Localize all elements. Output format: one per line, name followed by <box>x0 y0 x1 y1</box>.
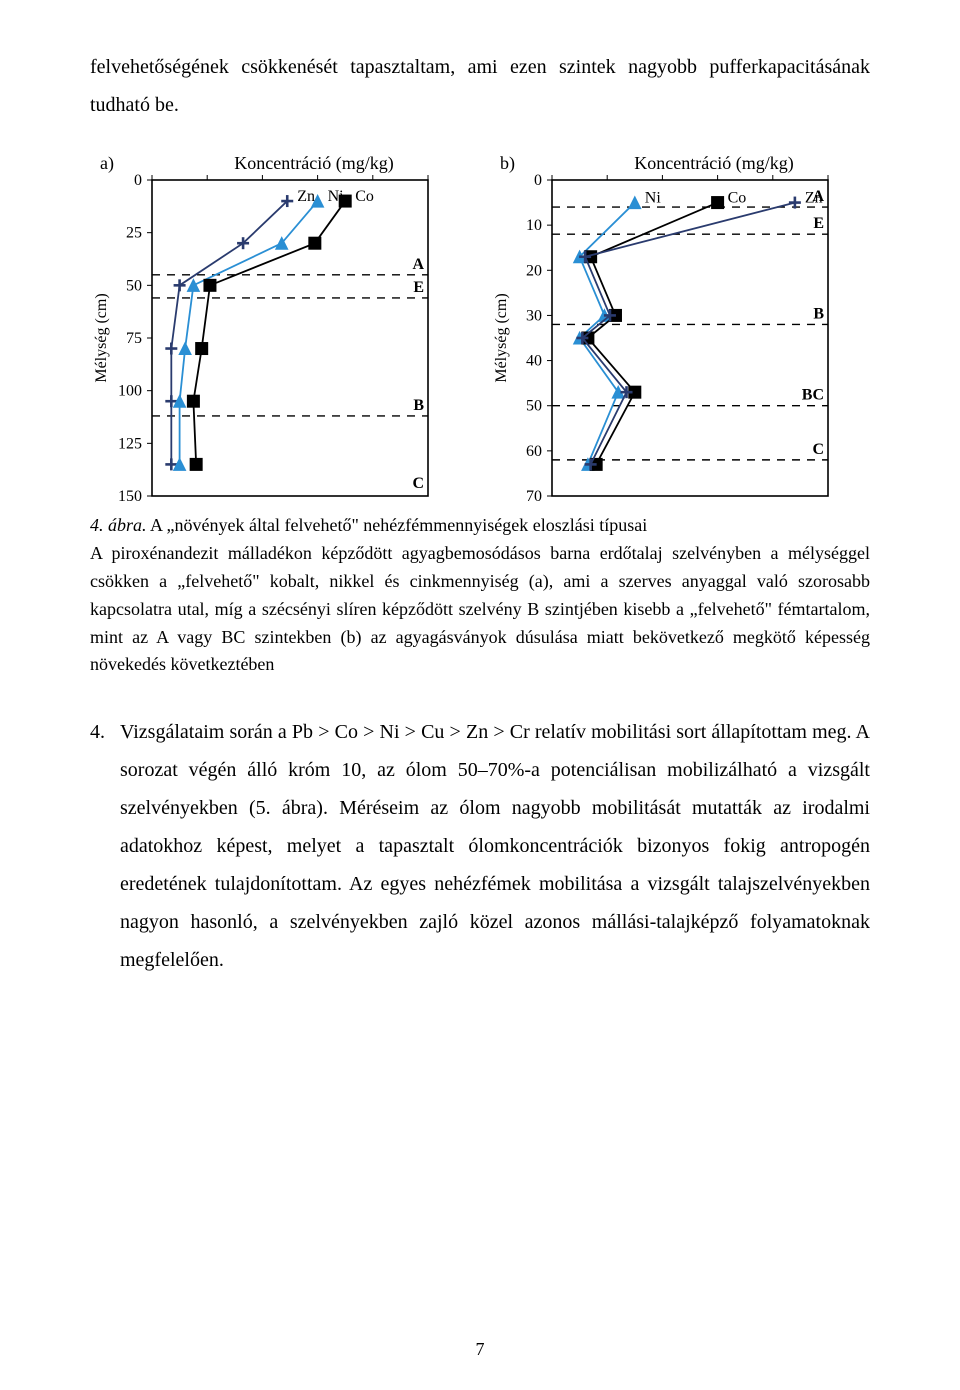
svg-text:Ni: Ni <box>328 188 345 205</box>
svg-text:75: 75 <box>126 330 142 347</box>
svg-text:150: 150 <box>118 488 142 502</box>
svg-text:C: C <box>812 441 824 458</box>
chart-a: Mélység (cm)02468100255075100125150AEBCZ… <box>90 172 470 502</box>
svg-text:BC: BC <box>802 387 824 404</box>
svg-text:4: 4 <box>658 172 666 176</box>
list-item-4: 4. Vizsgálataim során a Pb > Co > Ni > C… <box>90 713 870 979</box>
figure-caption-text: A piroxénandezit málladékon képződött ag… <box>90 543 870 675</box>
svg-text:60: 60 <box>526 443 542 460</box>
svg-text:4: 4 <box>258 172 266 176</box>
figure-label: 4. ábra. <box>90 515 147 535</box>
svg-text:8: 8 <box>369 172 377 176</box>
svg-text:0: 0 <box>548 172 556 176</box>
figure-caption: 4. ábra. A „növények által felvehető" ne… <box>90 512 870 679</box>
svg-text:2: 2 <box>603 172 611 176</box>
svg-text:8: 8 <box>769 172 777 176</box>
list-content: Vizsgálataim során a Pb > Co > Ni > Cu >… <box>120 713 870 979</box>
svg-text:30: 30 <box>526 307 542 324</box>
svg-text:6: 6 <box>714 172 722 176</box>
page-number: 7 <box>0 1332 960 1366</box>
svg-text:50: 50 <box>126 277 142 294</box>
subplot-a: a) Koncentráció (mg/kg) Mélység (cm)0246… <box>90 146 470 502</box>
chart-b: Mélység (cm)0246810010203040506070AEBBCC… <box>490 172 870 502</box>
svg-text:Mélység (cm): Mélység (cm) <box>493 293 510 382</box>
svg-text:Co: Co <box>728 190 747 207</box>
svg-text:10: 10 <box>526 217 542 234</box>
svg-text:Zn: Zn <box>805 190 823 207</box>
svg-text:B: B <box>413 397 424 414</box>
svg-text:0: 0 <box>148 172 156 176</box>
svg-text:100: 100 <box>118 383 142 400</box>
svg-text:0: 0 <box>134 172 142 189</box>
figure-title: A „növények által felvehető" nehézfémmen… <box>150 515 647 535</box>
svg-text:C: C <box>412 475 424 492</box>
svg-text:125: 125 <box>118 435 142 452</box>
figure-4: a) Koncentráció (mg/kg) Mélység (cm)0246… <box>90 146 870 679</box>
svg-text:Mélység (cm): Mélység (cm) <box>93 293 110 382</box>
svg-text:Zn: Zn <box>297 188 315 205</box>
subplot-b: b) Koncentráció (mg/kg) Mélység (cm)0246… <box>490 146 870 502</box>
svg-text:10: 10 <box>420 172 436 176</box>
svg-text:70: 70 <box>526 488 542 502</box>
svg-text:20: 20 <box>526 262 542 279</box>
svg-text:50: 50 <box>526 398 542 415</box>
svg-text:10: 10 <box>820 172 836 176</box>
svg-text:2: 2 <box>203 172 211 176</box>
svg-text:A: A <box>412 256 424 273</box>
svg-text:B: B <box>813 305 824 322</box>
svg-text:6: 6 <box>314 172 322 176</box>
svg-text:Co: Co <box>355 188 374 205</box>
svg-text:Ni: Ni <box>645 190 662 207</box>
svg-text:E: E <box>813 215 824 232</box>
svg-text:40: 40 <box>526 353 542 370</box>
svg-text:E: E <box>413 279 424 296</box>
svg-text:25: 25 <box>126 225 142 242</box>
svg-text:0: 0 <box>534 172 542 189</box>
intro-paragraph: felvehetőségének csökkenését tapasztalta… <box>90 48 870 124</box>
list-marker: 4. <box>90 713 120 979</box>
